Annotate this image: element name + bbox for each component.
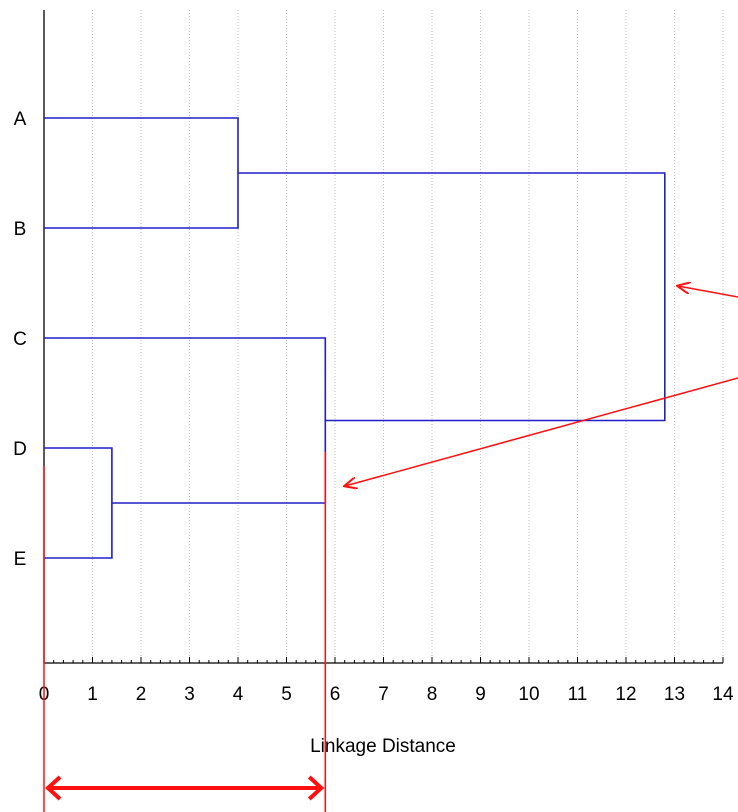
leaf-label-e: E <box>14 549 27 570</box>
x-tick-label-4: 4 <box>233 684 244 705</box>
merge-branch-1 <box>44 447 113 559</box>
x-tick-label-8: 8 <box>427 684 438 705</box>
x-tick-label-13: 13 <box>664 684 685 705</box>
x-tick-label-5: 5 <box>281 684 292 705</box>
x-tick-label-3: 3 <box>184 684 195 705</box>
leaf-label-d: D <box>13 439 27 460</box>
pointer-arrow-cde-merge <box>345 377 738 486</box>
x-axis-ticks: 01234567891011121314 <box>39 657 734 705</box>
leaf-label-b: B <box>14 219 27 240</box>
leaf-label-c: C <box>13 329 27 350</box>
x-tick-label-11: 11 <box>568 684 588 705</box>
arrowhead-right <box>307 775 325 801</box>
x-tick-label-10: 10 <box>518 684 539 705</box>
x-tick-label-9: 9 <box>475 684 486 705</box>
x-tick-label-6: 6 <box>330 684 341 705</box>
x-tick-label-2: 2 <box>136 684 147 705</box>
leaf-label-a: A <box>14 109 27 130</box>
annotations <box>43 286 738 812</box>
x-tick-label-12: 12 <box>615 684 636 705</box>
leaf-labels: A B C D E <box>13 109 27 570</box>
arrowhead-left <box>45 775 62 801</box>
x-tick-label-7: 7 <box>378 684 389 705</box>
merge-branch-4 <box>238 172 666 422</box>
x-tick-label-1: 1 <box>87 684 98 705</box>
merge-branch-3 <box>44 337 327 504</box>
x-axis-title: Linkage Distance <box>310 736 456 757</box>
grid-lines <box>92 10 724 663</box>
x-tick-label-14: 14 <box>712 684 734 705</box>
dendrogram-branches <box>44 117 666 559</box>
pointer-arrow-top-merge <box>678 286 738 298</box>
